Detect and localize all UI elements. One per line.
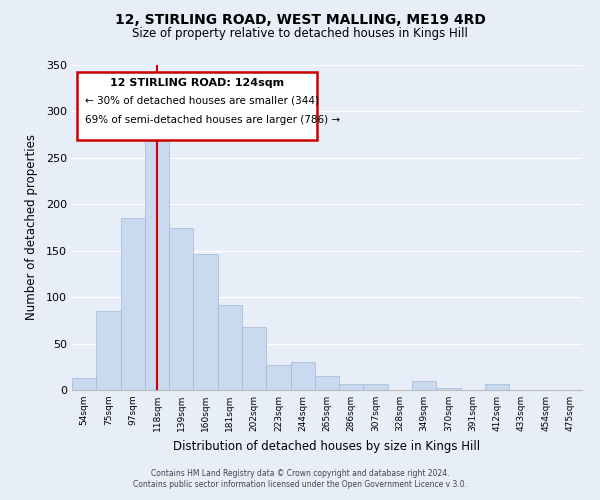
- Bar: [145, 120, 169, 390]
- Bar: [121, 218, 145, 390]
- Bar: [339, 384, 364, 390]
- Bar: [193, 254, 218, 390]
- Bar: [485, 384, 509, 390]
- Bar: [72, 378, 96, 390]
- Bar: [96, 311, 121, 390]
- Bar: [412, 380, 436, 390]
- Bar: [266, 365, 290, 390]
- Text: 12 STIRLING ROAD: 124sqm: 12 STIRLING ROAD: 124sqm: [110, 78, 284, 88]
- Bar: [290, 362, 315, 390]
- Text: 69% of semi-detached houses are larger (786) →: 69% of semi-detached houses are larger (…: [85, 116, 340, 126]
- FancyBboxPatch shape: [77, 72, 317, 140]
- Bar: [436, 388, 461, 390]
- Bar: [364, 384, 388, 390]
- Bar: [169, 228, 193, 390]
- Bar: [242, 327, 266, 390]
- Text: Contains public sector information licensed under the Open Government Licence v : Contains public sector information licen…: [133, 480, 467, 489]
- X-axis label: Distribution of detached houses by size in Kings Hill: Distribution of detached houses by size …: [173, 440, 481, 452]
- Text: Size of property relative to detached houses in Kings Hill: Size of property relative to detached ho…: [132, 28, 468, 40]
- Bar: [315, 376, 339, 390]
- Text: 12, STIRLING ROAD, WEST MALLING, ME19 4RD: 12, STIRLING ROAD, WEST MALLING, ME19 4R…: [115, 12, 485, 26]
- Bar: [218, 304, 242, 390]
- Y-axis label: Number of detached properties: Number of detached properties: [25, 134, 38, 320]
- Text: Contains HM Land Registry data © Crown copyright and database right 2024.: Contains HM Land Registry data © Crown c…: [151, 468, 449, 477]
- Text: ← 30% of detached houses are smaller (344): ← 30% of detached houses are smaller (34…: [85, 96, 319, 106]
